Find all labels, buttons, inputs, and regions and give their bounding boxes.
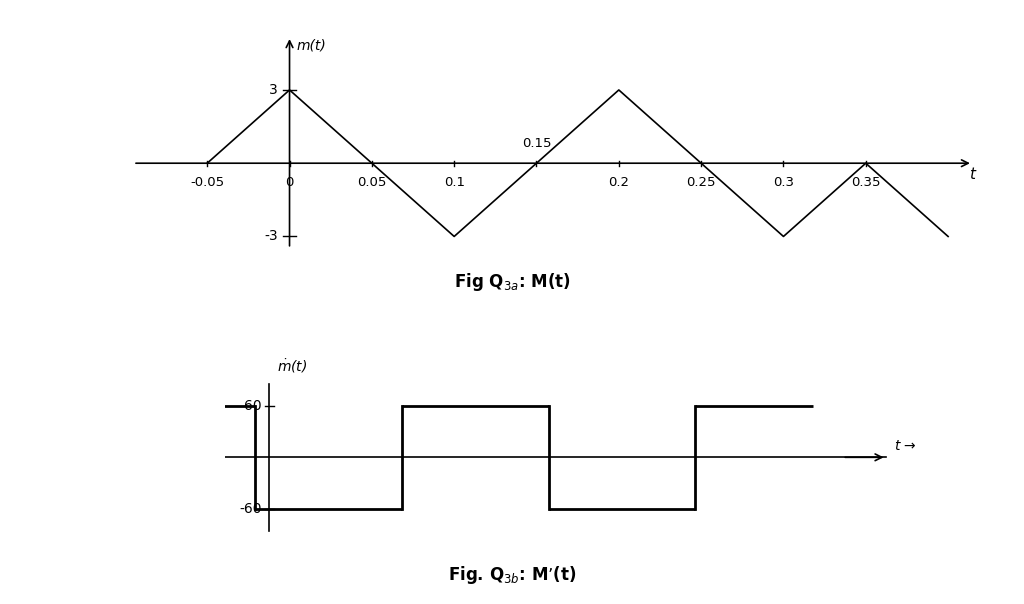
Text: 0.2: 0.2 [608, 176, 630, 189]
Text: 0.05: 0.05 [357, 176, 386, 189]
Text: 0: 0 [286, 176, 294, 189]
Text: m(t): m(t) [296, 39, 326, 53]
Text: 3: 3 [269, 83, 278, 97]
Text: 0.1: 0.1 [443, 176, 465, 189]
Text: -60: -60 [240, 502, 262, 516]
Text: 0.25: 0.25 [686, 176, 716, 189]
Text: 0.35: 0.35 [851, 176, 881, 189]
Text: 0.3: 0.3 [773, 176, 794, 189]
Text: $t$ →: $t$ → [894, 440, 916, 454]
Text: 0.15: 0.15 [522, 137, 551, 150]
Text: Fig Q$_{3a}$: M(t): Fig Q$_{3a}$: M(t) [454, 271, 570, 293]
Text: Fig. Q$_{3b}$: M’(t): Fig. Q$_{3b}$: M’(t) [447, 564, 577, 586]
Text: 60: 60 [245, 399, 262, 413]
Text: -3: -3 [264, 230, 278, 243]
Text: t: t [970, 167, 976, 182]
Text: $\dot{m}$(t): $\dot{m}$(t) [276, 358, 307, 375]
Text: -0.05: -0.05 [190, 176, 224, 189]
